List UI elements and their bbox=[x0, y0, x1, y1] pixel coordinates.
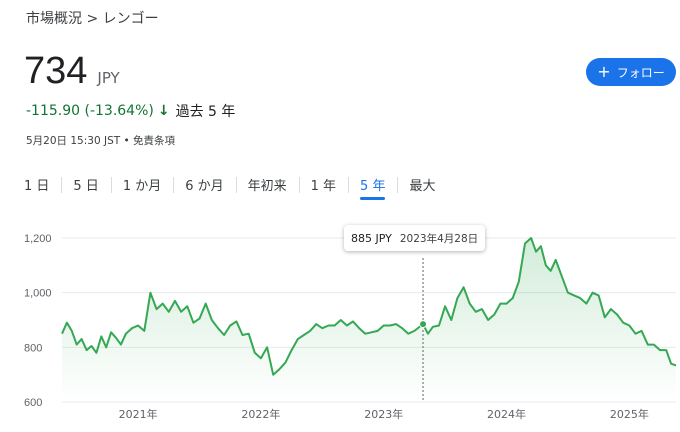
y-tick-label: 800 bbox=[24, 342, 42, 354]
tab-6m[interactable]: 6 か月 bbox=[173, 173, 235, 195]
price-area bbox=[62, 238, 676, 402]
tab-max[interactable]: 最大 bbox=[397, 173, 447, 195]
tab-1d[interactable]: 1 日 bbox=[24, 178, 50, 194]
breadcrumb[interactable]: 市場概況 > レンゴー bbox=[26, 11, 159, 27]
tab-1y[interactable]: 1 年 bbox=[298, 173, 348, 195]
price-change: -115.90 (-13.64%) ↓ 過去 5 年 bbox=[26, 101, 235, 121]
x-tick-label: 2023年 bbox=[364, 407, 403, 421]
x-tick-label: 2024年 bbox=[487, 407, 526, 421]
price-row: 734 JPY bbox=[24, 50, 120, 93]
x-tick-label: 2025年 bbox=[610, 407, 649, 421]
price-line bbox=[61, 237, 677, 376]
follow-button-label: フォロー bbox=[616, 65, 665, 80]
y-tick-label: 1,200 bbox=[24, 233, 52, 245]
tab-5d[interactable]: 5 日 bbox=[61, 173, 110, 195]
crosshair-dot bbox=[419, 320, 428, 329]
y-tick-label: 1,000 bbox=[24, 288, 52, 300]
tab-ytd[interactable]: 年初来 bbox=[235, 173, 299, 195]
price-chart[interactable]: 1,200 1,000 800 600 2021年 2022年 2023年 2024年 2025… bbox=[0, 220, 680, 432]
x-tick-label: 2021年 bbox=[119, 407, 158, 421]
y-tick-label: 600 bbox=[24, 397, 42, 409]
x-tick-label: 2022年 bbox=[241, 407, 280, 421]
change-value: -115.90 (-13.64%) bbox=[26, 103, 154, 119]
chart-tooltip: 885 JPY 2023年4月28日 bbox=[344, 225, 486, 251]
current-price: 734 bbox=[24, 50, 88, 92]
timestamp-disclaimer: 5月20日 15:30 JST • 免責条項 bbox=[26, 135, 176, 147]
arrow-down-icon: ↓ bbox=[157, 103, 170, 119]
currency-label: JPY bbox=[97, 69, 120, 87]
tab-1m[interactable]: 1 か月 bbox=[110, 173, 173, 195]
tooltip-value: 885 JPY bbox=[351, 231, 392, 245]
plus-icon: + bbox=[597, 62, 611, 81]
range-tabs: 1 日 5 日 1 か月 6 か月 年初来 1 年 5 年 最大 bbox=[12, 170, 447, 200]
tab-5y[interactable]: 5 年 bbox=[348, 173, 397, 200]
follow-button[interactable]: + フォロー bbox=[586, 58, 676, 86]
change-period: 過去 5 年 bbox=[175, 104, 236, 120]
tooltip-date: 2023年4月28日 bbox=[399, 232, 479, 245]
